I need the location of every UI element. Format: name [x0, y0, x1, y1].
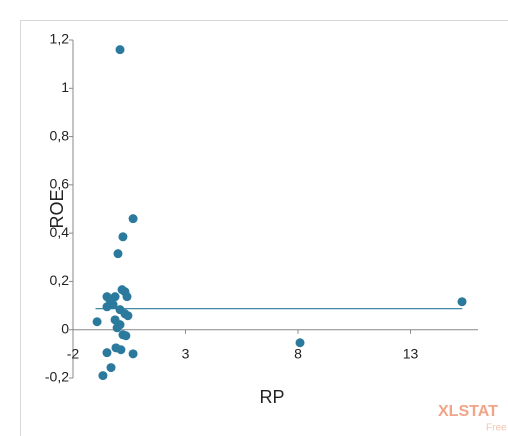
watermark: XLSTAT	[438, 403, 498, 420]
point	[128, 349, 138, 359]
point	[116, 345, 126, 355]
point	[113, 249, 123, 259]
x-tick-label: 3	[182, 345, 190, 361]
point	[118, 232, 128, 242]
y-tick-label: 0,8	[50, 127, 70, 143]
point	[108, 300, 118, 310]
watermark-sub: Free	[486, 423, 507, 434]
y-tick-label: 1,2	[50, 31, 70, 47]
y-tick-label: 0,6	[50, 176, 70, 192]
x-tick-label: 8	[294, 345, 302, 361]
chart-frame	[20, 20, 508, 436]
y-tick-label: 0,2	[50, 272, 70, 288]
point	[92, 317, 102, 327]
x-axis-title: RP	[259, 387, 284, 407]
y-tick-label: -0,2	[45, 369, 69, 385]
point	[112, 323, 122, 333]
point	[122, 292, 132, 302]
point	[123, 311, 133, 321]
y-tick-label: 0	[61, 320, 69, 336]
point	[98, 371, 108, 381]
point	[106, 363, 116, 373]
y-tick-label: 1	[61, 79, 69, 95]
point	[457, 297, 467, 307]
x-tick-label: 13	[403, 345, 419, 361]
y-axis-title: ROE	[47, 189, 67, 228]
point	[115, 45, 125, 55]
point	[110, 292, 120, 302]
point	[128, 214, 138, 224]
x-tick-label: -2	[67, 345, 80, 361]
point	[121, 331, 131, 341]
y-tick-label: 0,4	[50, 224, 70, 240]
point	[102, 348, 112, 358]
point	[295, 338, 305, 348]
